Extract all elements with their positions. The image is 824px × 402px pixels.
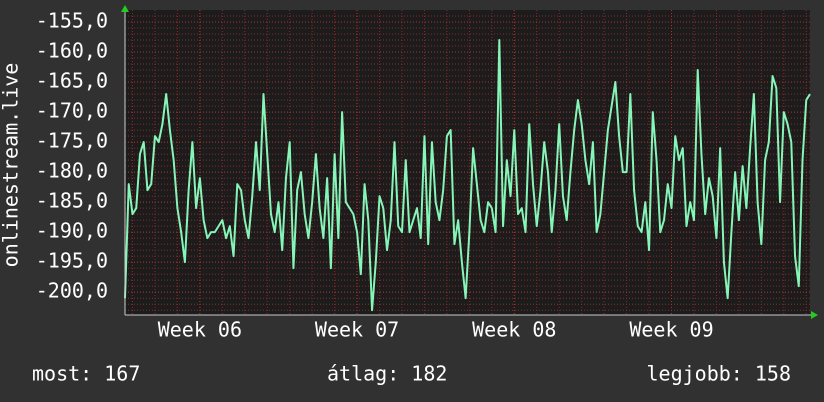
- y-tick-label: -195,0: [36, 249, 108, 273]
- y-tick-label: -175,0: [36, 129, 108, 153]
- x-tick-label: Week 06: [158, 318, 242, 342]
- y-tick-label: -185,0: [36, 189, 108, 213]
- marks: [124, 39, 811, 312]
- footer-average: átlag: 182: [327, 362, 447, 386]
- y-tick-label: -155,0: [36, 9, 108, 33]
- y-tick-label: -180,0: [36, 159, 108, 183]
- y-tick-label: -165,0: [36, 69, 108, 93]
- y-arrow: [121, 5, 129, 12]
- footer-best: legjobb: 158: [647, 362, 792, 386]
- y-axis-label: onlinestream.live: [0, 63, 23, 268]
- x-tick-label: Week 07: [315, 318, 399, 342]
- x-tick-label: Week 09: [629, 318, 713, 342]
- footer-current: most: 167: [32, 362, 140, 386]
- x-tick-label: Week 08: [472, 318, 556, 342]
- y-tick-label: -160,0: [36, 39, 108, 63]
- y-tick-label: -170,0: [36, 99, 108, 123]
- data-line: [124, 39, 811, 312]
- y-tick-label: -200,0: [36, 279, 108, 303]
- x-arrow: [811, 311, 818, 319]
- y-tick-label: -190,0: [36, 219, 108, 243]
